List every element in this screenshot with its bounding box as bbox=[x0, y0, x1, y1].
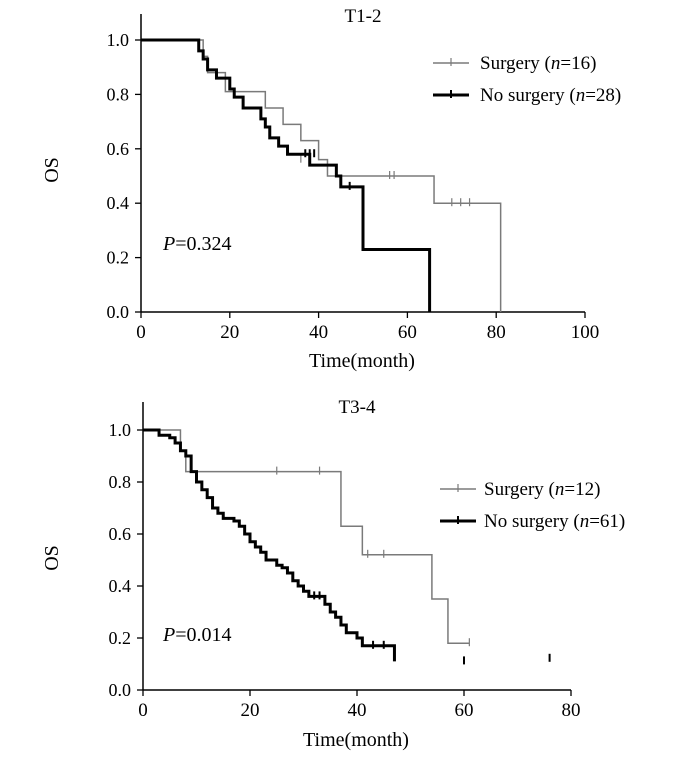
legend-n-value: =12 bbox=[564, 479, 594, 500]
legend-series-name: Surgery ( bbox=[480, 53, 551, 74]
legend-n-value: =16 bbox=[560, 53, 590, 74]
x-tick-label: 80 bbox=[562, 700, 581, 721]
legend-label-surgery: Surgery (n=12) bbox=[484, 479, 600, 500]
x-tick-label: 40 bbox=[348, 700, 367, 721]
x-tick-label: 60 bbox=[398, 322, 417, 343]
legend-close: ) bbox=[594, 479, 600, 500]
chart-t1-2: 0.0 0.2 0.4 0.6 0.8 1.0 0 20 40 60 80 100 T1-2 Time(m… bbox=[41, 6, 621, 372]
x-tick-label: 0 bbox=[136, 322, 146, 343]
y-tick-label: 0.2 bbox=[107, 248, 130, 268]
p-value-annotation: P=0.014 bbox=[162, 624, 232, 646]
p-value-label: P bbox=[162, 233, 175, 255]
y-tick-label: 0.4 bbox=[107, 193, 130, 213]
x-tick-label: 80 bbox=[487, 322, 506, 343]
chart-title: T1-2 bbox=[345, 6, 382, 27]
legend-close: ) bbox=[615, 85, 621, 106]
x-tick-label: 100 bbox=[571, 322, 600, 343]
y-tick-label: 0.0 bbox=[109, 680, 132, 700]
legend-n-value: =28 bbox=[585, 85, 615, 106]
y-tick-label: 0.8 bbox=[107, 84, 130, 104]
chart-title: T3-4 bbox=[339, 397, 376, 418]
legend-close: ) bbox=[619, 511, 625, 532]
x-tick-label: 40 bbox=[309, 322, 328, 343]
x-axis-label: Time(month) bbox=[303, 729, 409, 751]
legend-label-surgery: Surgery (n=16) bbox=[480, 53, 596, 74]
p-value: =0.014 bbox=[175, 624, 231, 646]
y-tick-label: 0.2 bbox=[109, 628, 132, 648]
y-axis-label: OS bbox=[41, 545, 63, 571]
km-curve-no-surgery bbox=[141, 38, 432, 312]
y-tick-label: 0.6 bbox=[107, 139, 130, 159]
y-axis-label: OS bbox=[41, 157, 63, 183]
x-tick-label: 60 bbox=[455, 700, 474, 721]
p-value: =0.324 bbox=[175, 233, 231, 255]
y-tick-label: 0.8 bbox=[109, 472, 132, 492]
x-tick-label: 20 bbox=[241, 700, 260, 721]
legend-label-no-surgery: No surgery (n=28) bbox=[480, 85, 621, 106]
y-tick-label: 1.0 bbox=[107, 30, 130, 50]
x-axis-label: Time(month) bbox=[309, 350, 415, 372]
x-tick-label: 0 bbox=[138, 700, 148, 721]
chart-t3-4: 0.0 0.2 0.4 0.6 0.8 1.0 0 20 40 60 80 T3-4 Time(mont… bbox=[41, 397, 625, 751]
legend-n-label: n bbox=[551, 53, 561, 74]
legend-series-name: Surgery ( bbox=[484, 479, 555, 500]
legend-n-label: n bbox=[555, 479, 565, 500]
y-tick-label: 0.6 bbox=[109, 524, 132, 544]
legend-label-no-surgery: No surgery (n=61) bbox=[484, 511, 625, 532]
legend-series-name: No surgery ( bbox=[480, 85, 576, 106]
legend-n-label: n bbox=[580, 511, 590, 532]
p-value-annotation: P=0.324 bbox=[162, 233, 232, 255]
y-tick-label: 0.4 bbox=[109, 576, 132, 596]
km-curve-no-surgery bbox=[143, 428, 396, 662]
legend-n-value: =61 bbox=[589, 511, 619, 532]
legend-series-name: No surgery ( bbox=[484, 511, 580, 532]
p-value-label: P bbox=[162, 624, 175, 646]
y-tick-label: 0.0 bbox=[107, 302, 130, 322]
legend-close: ) bbox=[590, 53, 596, 74]
legend-n-label: n bbox=[576, 85, 586, 106]
x-tick-label: 20 bbox=[220, 322, 239, 343]
y-tick-label: 1.0 bbox=[109, 420, 132, 440]
km-curve-surgery bbox=[141, 39, 502, 312]
